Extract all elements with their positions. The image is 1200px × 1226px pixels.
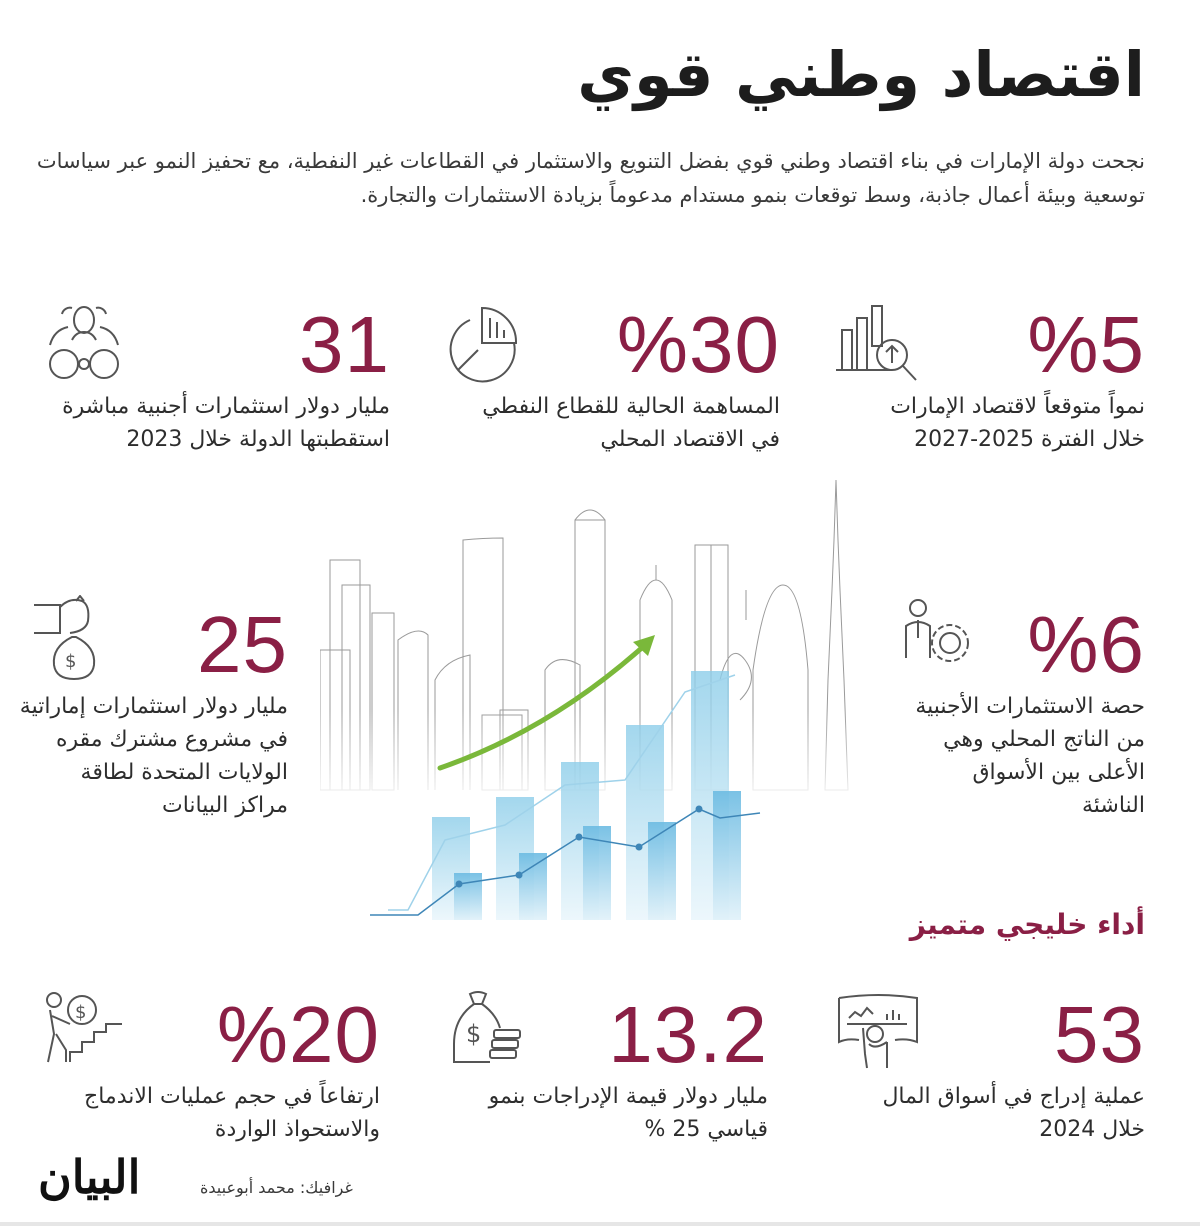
stat-desc-line: الولايات المتحدة لطاقة	[80, 760, 288, 785]
stat-desc-line: مليار دولار قيمة الإدراجات بنمو	[488, 1084, 768, 1109]
stat-oil-contribution: %30 المساهمة الحالية للقطاع النفطي في ال…	[400, 300, 780, 456]
stat-desc-line: مليار دولار استثمارات أجنبية مباشرة	[62, 394, 390, 419]
stat-desc-line: نمواً متوقعاً لاقتصاد الإمارات	[890, 394, 1145, 419]
stat-emirati-investment: 25 مليار دولار استثمارات إماراتية في مشر…	[0, 600, 288, 822]
businessman-gear-icon	[900, 598, 980, 678]
stat-value: 13.2	[608, 990, 768, 1079]
stat-foreign-share: %6 حصة الاستثمارات الأجنبية من الناتج ال…	[845, 600, 1145, 822]
stat-desc-line: في الاقتصاد المحلي	[600, 427, 780, 452]
stat-fdi: 31 مليار دولار استثمارات أجنبية مباشرة ا…	[10, 300, 390, 456]
stat-desc-line: استقطبتها الدولة خلال 2023	[126, 427, 390, 452]
bottom-divider	[0, 1222, 1200, 1226]
man-stairs-coin-icon: $	[40, 990, 125, 1070]
stat-mergers: %20 ارتفاعاً في حجم عمليات الاندماج والا…	[0, 990, 380, 1146]
skyline-growth-illustration	[319, 470, 880, 930]
stat-value: 53	[1054, 990, 1145, 1079]
stat-desc-line: مليار دولار استثمارات إماراتية	[19, 694, 288, 719]
stat-value: %30	[616, 300, 780, 389]
stat-desc-line: المساهمة الحالية للقطاع النفطي	[482, 394, 780, 419]
stat-listings: 53 عملية إدراج في أسواق المال خلال 2024	[765, 990, 1145, 1146]
money-bag-coins-icon: $	[450, 988, 530, 1068]
stat-desc-line: الأعلى بين الأسواق	[972, 760, 1145, 785]
stat-desc-line: والاستحواذ الواردة	[214, 1117, 380, 1142]
stat-desc-line: خلال 2024	[1039, 1117, 1145, 1142]
bar-chart	[432, 671, 741, 920]
stat-value: 25	[197, 600, 288, 689]
stat-desc-line: عملية إدراج في أسواق المال	[882, 1084, 1145, 1109]
stat-desc-line: حصة الاستثمارات الأجنبية	[915, 694, 1145, 719]
presenter-board-icon	[835, 992, 920, 1072]
graphic-credit: غرافيك: محمد أبوعبيدة	[200, 1178, 353, 1197]
stat-desc-line: قياسي 25 %	[644, 1117, 768, 1142]
stat-desc-line: مراكز البيانات	[162, 793, 288, 818]
stat-desc-line: ارتفاعاً في حجم عمليات الاندماج	[84, 1084, 380, 1109]
trend-line-light	[388, 674, 736, 911]
svg-text:$: $	[466, 1020, 481, 1048]
page-title: اقتصاد وطني قوي	[577, 38, 1146, 111]
section-heading-gulf-performance: أداء خليجي متميز	[909, 908, 1145, 941]
growth-arrow	[437, 642, 648, 771]
albayan-logo: البيان	[38, 1150, 141, 1204]
stat-value: %5	[1027, 300, 1145, 389]
stat-desc-line: خلال الفترة 2025-2027	[914, 427, 1145, 452]
stat-desc-line: الناشئة	[1081, 793, 1145, 818]
stat-value: %20	[216, 990, 380, 1079]
stat-value: %6	[1027, 600, 1145, 689]
hand-money-bag-icon: $	[32, 594, 107, 681]
stat-desc-line: في مشروع مشترك مقره	[55, 727, 288, 752]
intro-paragraph: نجحت دولة الإمارات في بناء اقتصاد وطني ق…	[36, 149, 1145, 207]
stat-growth: %5 نمواً متوقعاً لاقتصاد الإمارات خلال ا…	[765, 300, 1145, 456]
stat-desc-line: من الناتج المحلي وهي	[943, 727, 1145, 752]
svg-text:$: $	[65, 651, 76, 672]
stat-listings-value: 13.2 مليار دولار قيمة الإدراجات بنمو قيا…	[388, 990, 768, 1146]
stat-value: 31	[299, 300, 390, 389]
svg-text:$: $	[75, 1002, 86, 1023]
people-binoculars-icon	[42, 300, 127, 385]
bar-chart-magnifier-icon	[832, 300, 922, 385]
pie-chart-icon	[440, 300, 525, 385]
